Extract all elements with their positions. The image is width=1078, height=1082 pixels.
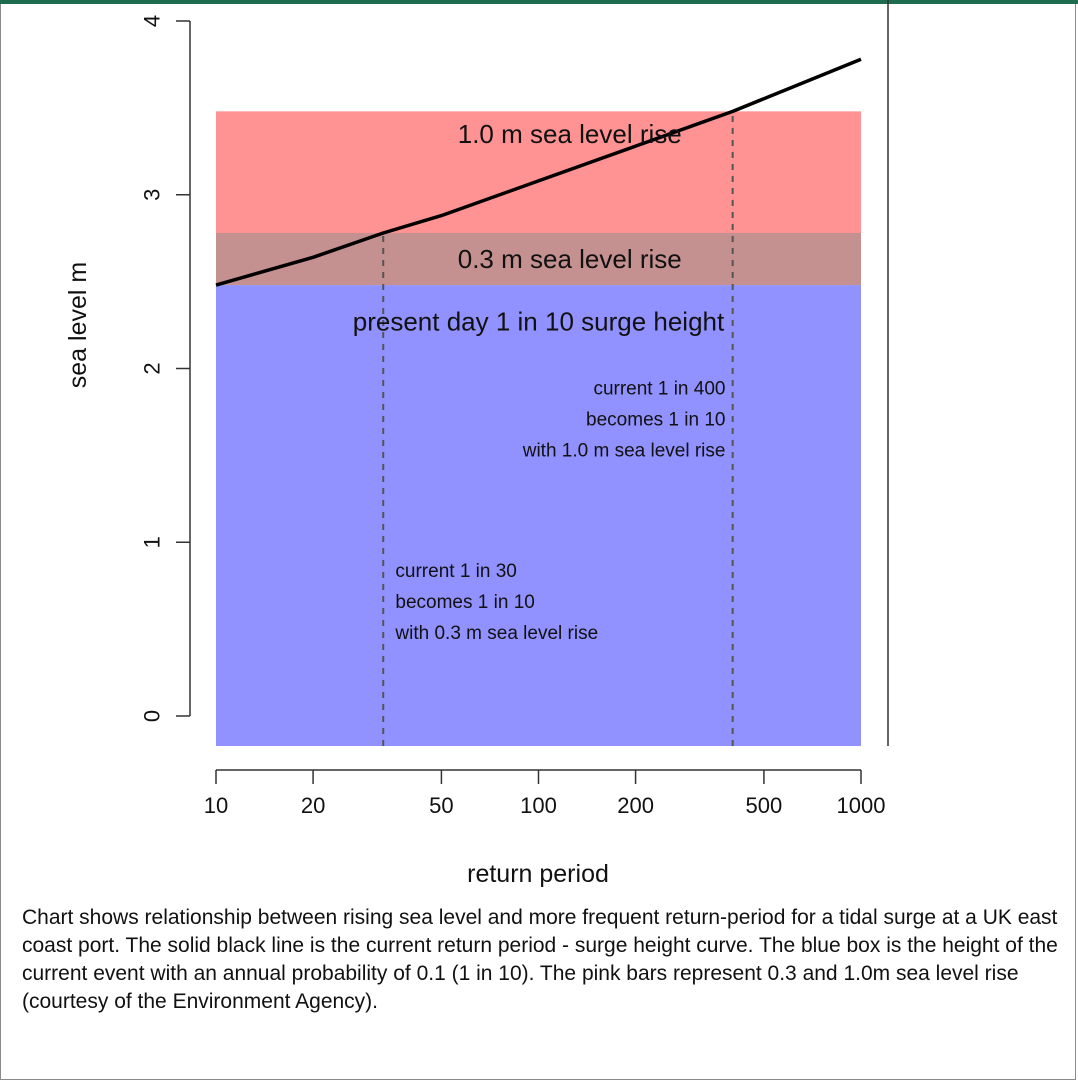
annotation-1-line-0: current 1 in 400 xyxy=(593,379,725,400)
x-tick-label-1: 20 xyxy=(301,793,325,818)
y-tick-label-1: 1 xyxy=(140,536,165,548)
y-tick-label-2: 2 xyxy=(140,362,165,374)
axes-layer: 0 1 2 3 4 10 20 50 100 200 500 1000 return period sea… xyxy=(64,0,889,888)
vlines-layer xyxy=(382,111,734,746)
annotation-0-line-1: becomes 1 in 10 xyxy=(395,592,534,613)
figure-caption: Chart shows relationship between rising … xyxy=(22,906,1058,1013)
series-layer xyxy=(215,57,862,287)
annotation-1-line-1: becomes 1 in 10 xyxy=(586,410,725,431)
bands-layer xyxy=(216,111,861,746)
annotation-0-line-0: current 1 in 30 xyxy=(395,561,516,582)
sea-level-chart: 0 1 2 3 4 10 20 50 100 200 500 1000 return period sea… xyxy=(64,0,889,888)
x-tick-label-4: 200 xyxy=(617,793,654,818)
band-rect-1 xyxy=(216,232,861,286)
y-axis-title: sea level m xyxy=(64,262,92,388)
x-tick-label-2: 50 xyxy=(429,793,453,818)
x-tick-label-0: 10 xyxy=(204,793,228,818)
annotation-1-line-2: with 1.0 m sea level rise xyxy=(522,441,726,462)
series-line-0 xyxy=(215,57,862,287)
band-rect-2 xyxy=(216,285,861,746)
band-label-0: 1.0 m sea level rise xyxy=(458,119,682,149)
labels-layer: 1.0 m sea level rise 0.3 m sea level rise… xyxy=(353,119,726,644)
y-tick-label-0: 0 xyxy=(140,710,165,722)
band-label-2: present day 1 in 10 surge height xyxy=(353,307,725,337)
y-tick-label-3: 3 xyxy=(140,189,165,201)
x-tick-label-6: 1000 xyxy=(837,793,886,818)
x-tick-label-5: 500 xyxy=(746,793,783,818)
x-axis-title: return period xyxy=(467,860,609,888)
annotation-0-line-2: with 0.3 m sea level rise xyxy=(394,623,598,644)
header-band xyxy=(0,0,1078,4)
x-tick-label-3: 100 xyxy=(520,793,557,818)
y-tick-label-4: 4 xyxy=(140,15,165,27)
figure-frame xyxy=(0,4,1076,1080)
band-label-1: 0.3 m sea level rise xyxy=(458,244,682,274)
